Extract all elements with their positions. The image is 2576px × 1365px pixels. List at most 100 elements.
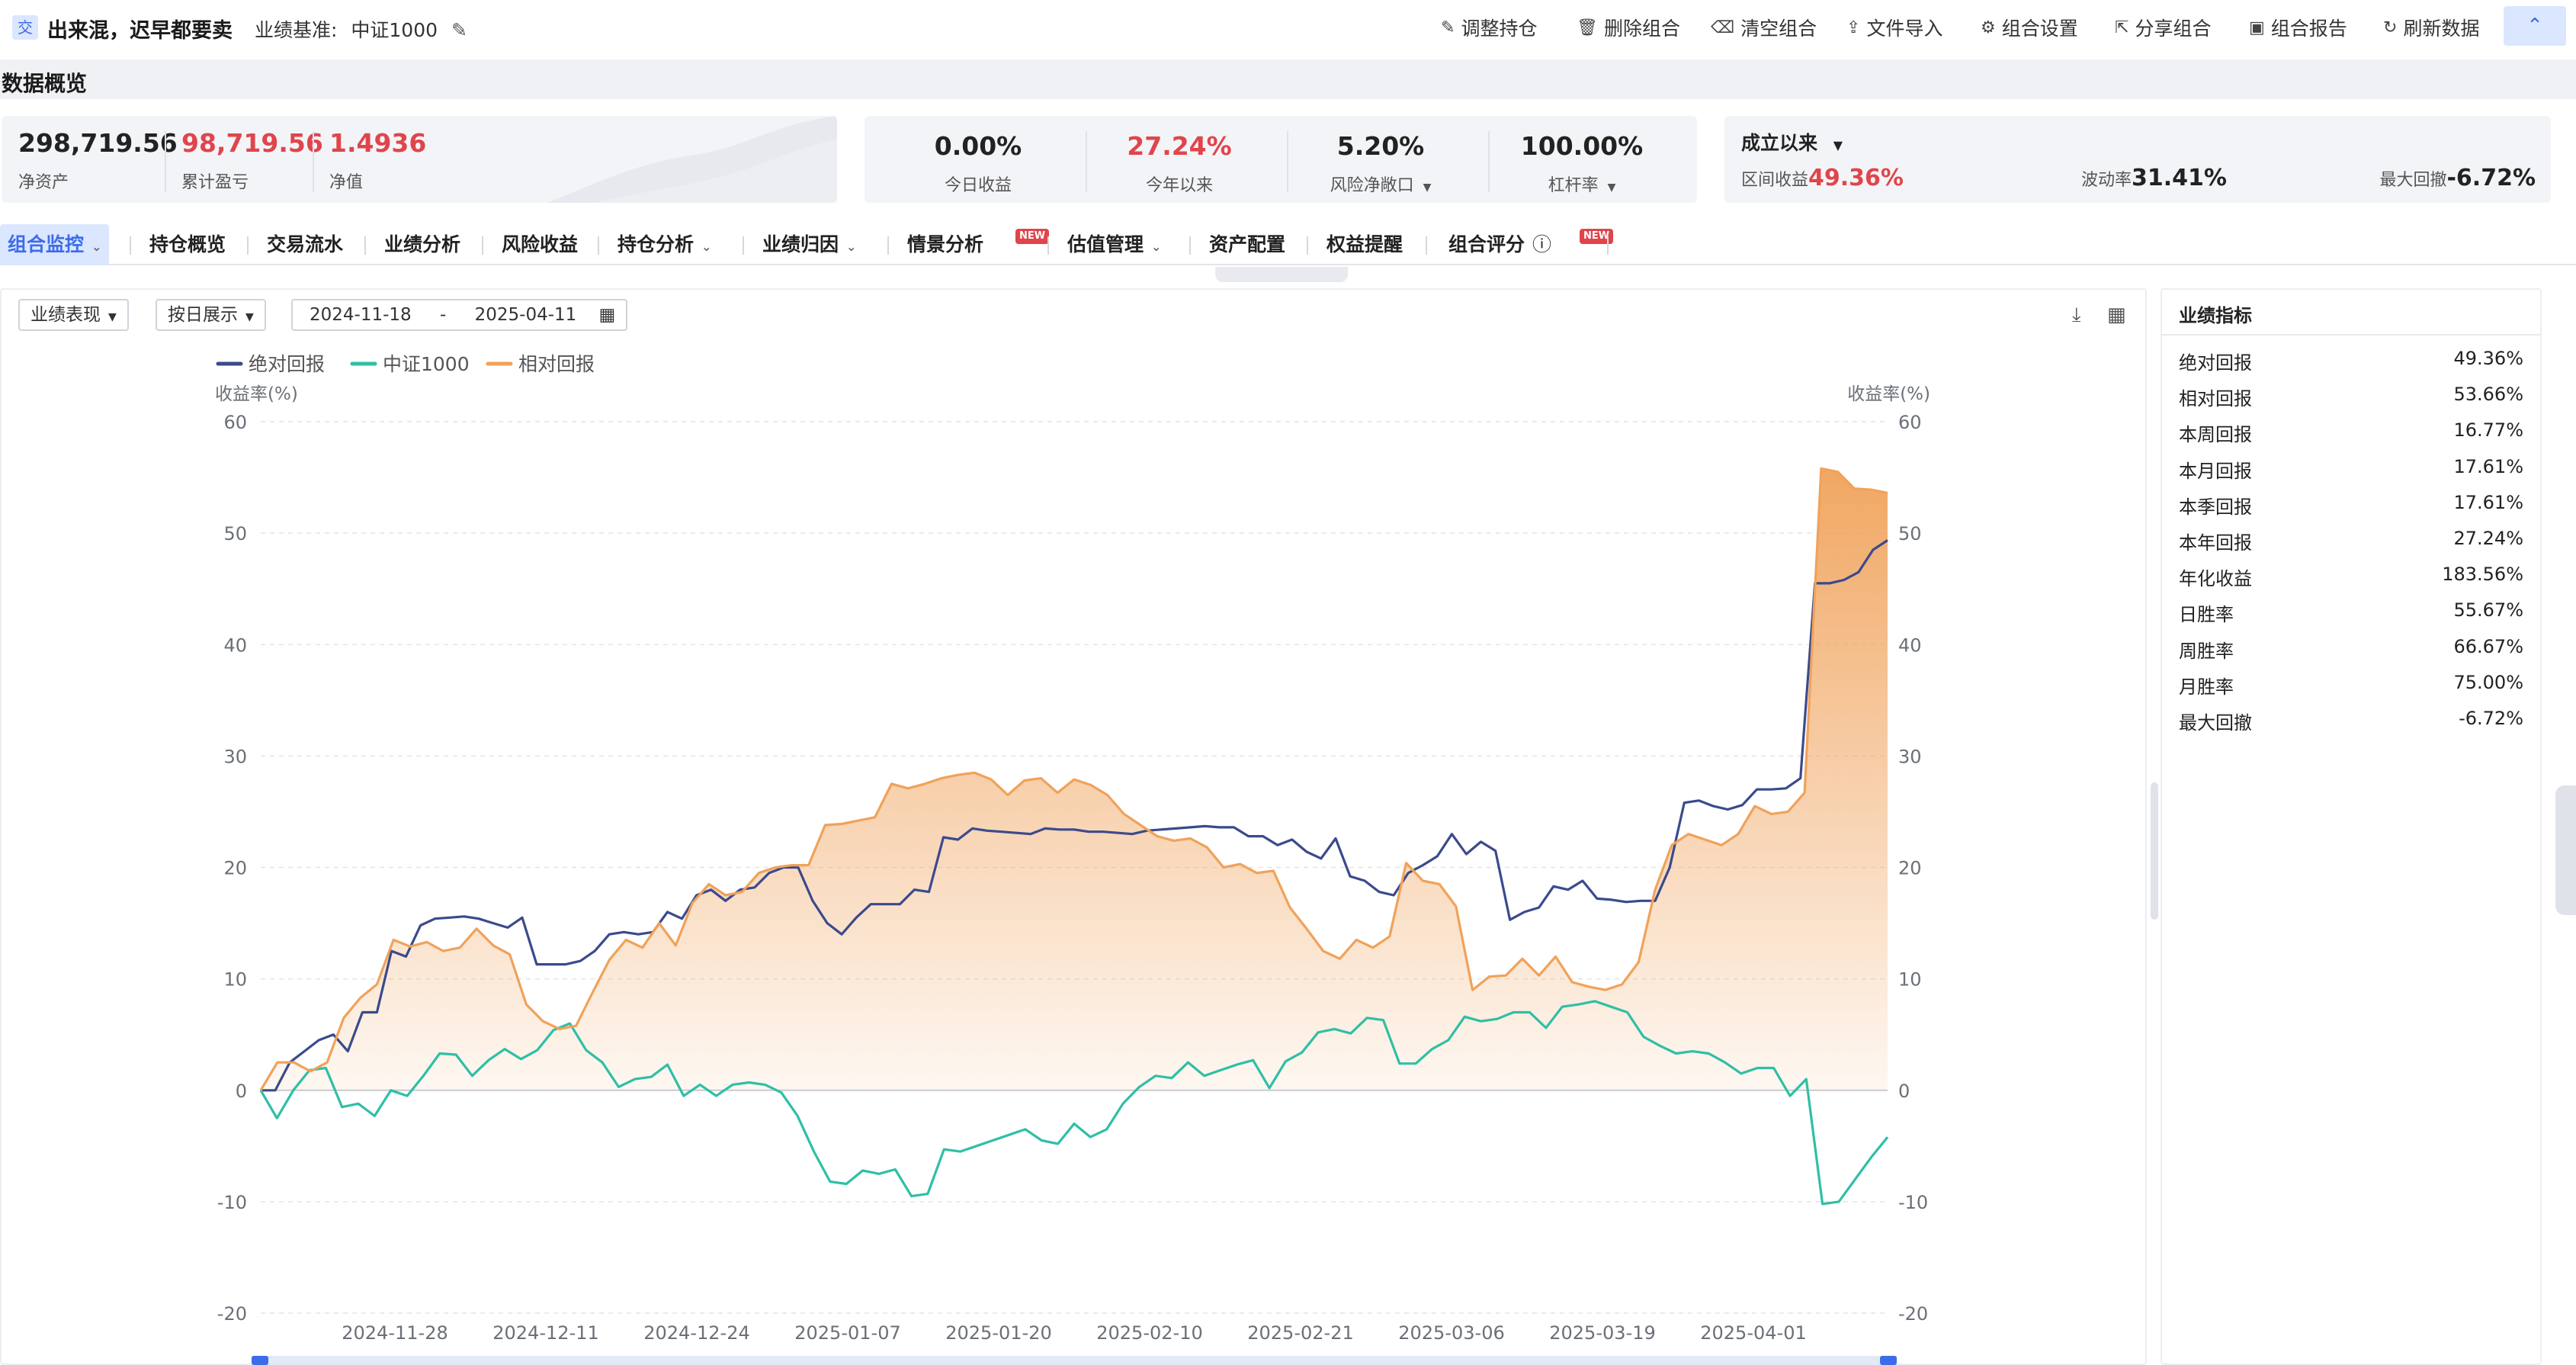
daily-stat[interactable]: 100.00% 杠杆率 ▼ (1482, 131, 1682, 196)
tab-label: 交易流水 (267, 233, 344, 255)
toolbar-button-report[interactable]: ▣ 组合报告 (2249, 14, 2347, 41)
metric-row: 相对回报 53.66% (2179, 384, 2523, 419)
daily-stats-card: 0.00% 今日收益 27.24% 今年以来 5.20% 风险净敞口 ▼ 100.00% 杠杆率… (865, 116, 1697, 203)
y-tick-label-right: 0 (1898, 1081, 1910, 1102)
section-title-bar: 数据概览 (0, 59, 2576, 99)
tab-8[interactable]: 估值管理 ⌄ (1060, 224, 1169, 265)
tab-label: 业绩分析 (384, 233, 461, 255)
toolbar-button-eraser[interactable]: ⌫ 清空组合 (1711, 14, 1817, 41)
divider (1287, 131, 1288, 192)
metric-row: 日胜率 55.67% (2179, 599, 2523, 635)
metric-label: 绝对回报 (2179, 352, 2252, 374)
tab-9[interactable]: 资产配置 (1201, 224, 1293, 265)
tab-10[interactable]: 权益提醒 (1319, 224, 1410, 265)
tab-11[interactable]: 组合评分 ⓘ (1441, 224, 1559, 265)
tab-4[interactable]: 风险收益 (494, 224, 585, 265)
daily-stat-label: 今日收益 (878, 172, 1078, 196)
panel-splitter-handle[interactable] (2151, 782, 2158, 920)
period-selector-label: 成立以来 (1741, 132, 1818, 154)
metric-row: 年化收益 183.56% (2179, 564, 2523, 599)
x-tick-label: 2025-02-21 (1247, 1322, 1353, 1344)
report-icon: ▣ (2249, 18, 2265, 37)
tab-5[interactable]: 持仓分析 ⌄ (610, 224, 719, 265)
legend-label-absolute[interactable]: 绝对回报 (249, 353, 325, 375)
toolbar-button-gear[interactable]: ⚙ 组合设置 (1981, 14, 2078, 41)
collapse-handle[interactable] (1215, 267, 1348, 282)
daily-stat-label: 今年以来 (1079, 172, 1279, 196)
toolbar-button-share[interactable]: ⇱ 分享组合 (2115, 14, 2211, 41)
tab-label: 持仓分析 (618, 233, 695, 255)
new-badge: NEW (1580, 229, 1614, 244)
legend-label-relative[interactable]: 相对回报 (518, 353, 595, 375)
collapse-header-button[interactable]: ⌃ (2504, 6, 2566, 46)
x-tick-label: 2024-11-28 (342, 1322, 448, 1344)
daily-stat-label-text: 风险净敞口 (1330, 176, 1414, 195)
divider (2162, 334, 2540, 336)
metric-value: -6.72% (2459, 708, 2523, 729)
y-axis-label-left: 收益率(%) (215, 384, 298, 404)
y-tick-label-right: 20 (1898, 858, 1922, 879)
volatility-value: 31.41% (2132, 165, 2227, 191)
daily-stat-label-text: 杠杆率 (1548, 176, 1599, 195)
toolbar-button-import[interactable]: ⇪ 文件导入 (1846, 14, 1942, 41)
table-view-icon[interactable]: ▦ (2107, 304, 2126, 326)
tab-7[interactable]: 情景分析 (900, 224, 991, 265)
import-icon: ⇪ (1846, 18, 1861, 37)
tab-0[interactable]: 组合监控 ⌄ (0, 224, 110, 265)
performance-chart: 60 60 50 50 40 40 30 30 20 20 10 10 0 0 -10 -10 -20 -20 收益… (215, 353, 1930, 1365)
y-tick-label-right: 50 (1898, 523, 1922, 544)
y-tick-label-left: 60 (223, 412, 247, 433)
net-assets: 298,719.56 净资产 (18, 128, 178, 193)
info-icon[interactable]: ⓘ (1532, 233, 1552, 255)
metric-label: 年化收益 (2179, 568, 2252, 590)
chevron-down-icon: ⌄ (91, 239, 102, 254)
cumulative-pnl-label: 累计盈亏 (181, 173, 249, 192)
frequency-select-value: 按日展示 (168, 305, 238, 325)
date-start[interactable]: 2024-11-18 (310, 305, 412, 325)
cumulative-pnl: 98,719.56 累计盈亏 (181, 128, 323, 193)
date-end[interactable]: 2025-04-11 (474, 305, 577, 325)
metric-value: 17.61% (2453, 455, 2523, 477)
tab-6[interactable]: 业绩归因 ⌄ (755, 224, 864, 265)
metric-row: 月胜率 75.00% (2179, 672, 2523, 708)
tab-3[interactable]: 业绩分析 (377, 224, 468, 265)
tab-1[interactable]: 持仓概览 (142, 224, 233, 265)
top-bar: 交 出来混，迟早都要卖 业绩基准: 中证1000 ✎ ✎ 调整持仓 🗑 删除组合 ⌫ 清空… (0, 0, 2576, 58)
view-select-value: 业绩表现 (30, 305, 101, 325)
metric-row: 本季回报 17.61% (2179, 492, 2523, 528)
toolbar-button-refresh[interactable]: ↻ 刷新数据 (2383, 14, 2479, 41)
edit-icon[interactable]: ✎ (451, 19, 467, 41)
date-range-picker[interactable]: 2024-11-18 - 2025-04-11 ▦ (291, 299, 628, 331)
series-line-absolute (261, 539, 1888, 1092)
download-icon[interactable]: ⤓ (2072, 304, 2081, 326)
x-tick-label: 2025-03-06 (1398, 1322, 1504, 1344)
benchmark-value: 中证1000 (351, 19, 438, 41)
metric-label: 最大回撤 (2179, 712, 2252, 734)
toolbar-button-label: 刷新数据 (2403, 18, 2480, 40)
view-select[interactable]: 业绩表现 ▼ (18, 299, 129, 331)
y-tick-label-right: 40 (1898, 634, 1922, 656)
daily-stat-label-text: 今年以来 (1145, 176, 1213, 195)
volatility-label: 波动率 (2081, 171, 2132, 190)
zoom-handle-right[interactable] (1880, 1356, 1897, 1365)
trash-icon: 🗑 (1577, 18, 1598, 37)
divider (598, 236, 599, 255)
daily-stat[interactable]: 5.20% 风险净敞口 ▼ (1281, 131, 1480, 196)
divider (1607, 236, 1609, 255)
toolbar-button-trash[interactable]: 🗑 删除组合 (1577, 14, 1680, 41)
metric-row: 周胜率 66.67% (2179, 636, 2523, 672)
daily-stat-value: 27.24% (1127, 131, 1232, 161)
toolbar-button-pen[interactable]: ✎ 调整持仓 (1441, 14, 1537, 41)
zoom-handle-left[interactable] (252, 1356, 268, 1365)
toolbar-button-label: 删除组合 (1603, 18, 1680, 40)
frequency-select[interactable]: 按日展示 ▼ (156, 299, 266, 331)
side-drawer-handle[interactable] (2555, 785, 2576, 915)
zoom-slider-track[interactable] (252, 1356, 1897, 1365)
interval-return-value: 49.36% (1808, 165, 1904, 191)
legend-label-benchmark[interactable]: 中证1000 (383, 353, 470, 375)
tab-2[interactable]: 交易流水 (259, 224, 351, 265)
period-selector[interactable]: 成立以来 ▼ (1741, 128, 1843, 156)
pen-icon: ✎ (1441, 18, 1455, 37)
divider (1047, 236, 1049, 255)
metric-value: 16.77% (2453, 419, 2523, 442)
